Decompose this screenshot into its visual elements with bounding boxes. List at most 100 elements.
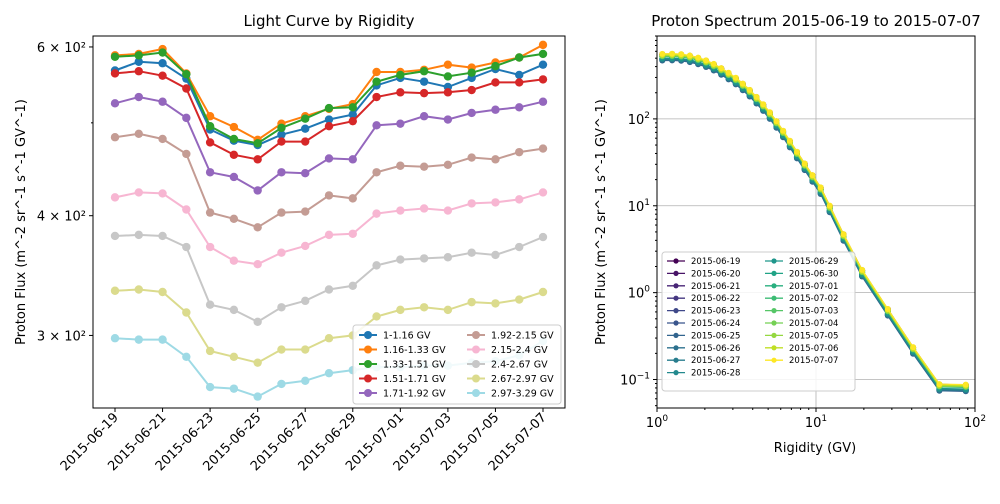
- left-point-4-9: [324, 154, 334, 163]
- left-point-4-14: [443, 115, 453, 124]
- left-legend-swatch-marker-2: [364, 360, 372, 368]
- left-point-7-6: [253, 317, 262, 326]
- left-point-6-9: [324, 230, 334, 240]
- left-point-4-2: [158, 97, 167, 106]
- right-point-18-24: [859, 266, 866, 273]
- left-point-4-7: [277, 168, 286, 177]
- right-legend-swatch-marker-17: [771, 345, 777, 351]
- right-legend-label-14: 2015-07-03: [789, 307, 838, 317]
- left-point-6-3: [182, 205, 191, 214]
- left-point-3-14: [443, 88, 453, 97]
- left-y-tick-label-1: 4 × 10²: [37, 210, 86, 225]
- left-point-2-16: [491, 61, 500, 71]
- right-point-18-18: [793, 148, 800, 155]
- left-point-8-12: [396, 305, 405, 315]
- left-point-6-7: [277, 248, 286, 257]
- left-point-2-0: [110, 52, 120, 61]
- right-point-18-26: [910, 344, 917, 351]
- left-point-6-13: [419, 204, 429, 213]
- spectrum-panel: Proton Spectrum 2015-06-19 to 2015-07-07…: [594, 12, 986, 456]
- left-point-9-5: [229, 384, 239, 393]
- left-point-5-14: [443, 160, 453, 170]
- right-legend: 2015-06-19 2015-06-20 2015-06-21 2015-06-22…: [661, 251, 856, 392]
- left-point-9-1: [134, 335, 143, 344]
- left-point-2-11: [372, 77, 381, 86]
- left-point-6-18: [538, 188, 548, 197]
- left-legend-swatch-marker-9: [472, 389, 480, 397]
- left-point-2-8: [301, 114, 310, 123]
- left-point-7-17: [515, 242, 524, 252]
- right-point-18-27: [936, 381, 943, 388]
- left-plot-area: [110, 40, 548, 401]
- left-point-4-12: [396, 119, 405, 128]
- left-point-8-18: [538, 287, 548, 297]
- left-point-3-2: [158, 71, 167, 80]
- right-point-18-0: [659, 50, 666, 57]
- left-legend-swatch-marker-5: [472, 331, 480, 339]
- left-point-2-13: [419, 67, 429, 76]
- left-point-2-18: [538, 49, 548, 59]
- right-point-18-6: [710, 60, 717, 67]
- right-legend-label-12: 2015-07-01: [789, 282, 838, 292]
- left-point-5-17: [515, 147, 524, 157]
- left-point-7-13: [419, 254, 429, 263]
- right-point-18-17: [786, 137, 793, 144]
- right-point-18-11: [746, 86, 753, 93]
- left-legend: 1-1.16 GV 1.16-1.33 GV 1.33-1.51 GV 1.51-1.…: [352, 324, 562, 405]
- left-point-5-10: [348, 194, 357, 203]
- left-point-3-11: [372, 92, 381, 102]
- left-point-4-4: [205, 168, 215, 177]
- left-point-3-16: [491, 78, 500, 87]
- right-x-axis-label: Rigidity (GV): [774, 441, 856, 456]
- left-legend-label-9: 2.97-3.29 GV: [491, 389, 554, 400]
- left-point-2-1: [134, 51, 143, 60]
- left-point-4-8: [301, 169, 310, 178]
- left-point-7-18: [538, 232, 548, 242]
- right-legend-swatch-marker-6: [673, 332, 679, 338]
- left-point-8-14: [443, 305, 453, 315]
- left-chart-title: Light Curve by Rigidity: [243, 12, 414, 30]
- right-legend-label-10: 2015-06-29: [789, 257, 838, 267]
- left-point-3-4: [205, 138, 215, 147]
- left-point-2-2: [158, 48, 167, 57]
- right-point-18-28: [962, 381, 969, 388]
- left-point-5-9: [324, 191, 334, 200]
- left-point-0-2: [158, 59, 167, 68]
- left-legend-label-3: 1.51-1.71 GV: [383, 374, 446, 385]
- left-point-1-18: [538, 40, 548, 50]
- left-point-0-10: [348, 110, 357, 119]
- left-point-0-1: [134, 57, 143, 66]
- left-point-9-4: [205, 382, 215, 392]
- left-point-2-6: [253, 139, 262, 148]
- left-point-8-13: [419, 303, 429, 312]
- left-point-9-7: [277, 379, 286, 389]
- left-point-7-3: [182, 242, 191, 252]
- left-legend-swatch-marker-7: [472, 360, 480, 368]
- left-point-4-5: [229, 172, 239, 182]
- left-legend-label-5: 1.92-2.15 GV: [491, 331, 554, 342]
- left-y-tick-label-2: 6 × 10²: [37, 41, 86, 56]
- left-point-4-16: [491, 105, 500, 114]
- left-point-8-7: [277, 345, 286, 354]
- left-point-6-12: [396, 206, 405, 215]
- right-point-18-21: [817, 184, 824, 191]
- left-point-3-9: [324, 121, 334, 131]
- left-point-8-1: [134, 285, 143, 294]
- left-point-1-14: [443, 60, 453, 69]
- left-point-4-6: [253, 186, 262, 195]
- left-point-6-10: [348, 229, 357, 238]
- left-point-5-0: [110, 133, 120, 142]
- left-point-4-15: [467, 108, 476, 118]
- left-point-1-5: [229, 122, 239, 132]
- left-legend-swatch-marker-8: [472, 374, 480, 383]
- left-point-9-0: [110, 334, 120, 343]
- left-point-2-12: [396, 70, 405, 80]
- left-legend-label-8: 2.67-2.97 GV: [491, 374, 554, 385]
- left-point-6-2: [158, 189, 167, 198]
- left-point-9-9: [324, 368, 334, 378]
- left-point-8-15: [467, 297, 476, 307]
- left-point-3-5: [229, 150, 239, 160]
- left-point-3-13: [419, 88, 429, 98]
- left-point-7-14: [443, 253, 453, 262]
- left-point-4-0: [110, 99, 120, 108]
